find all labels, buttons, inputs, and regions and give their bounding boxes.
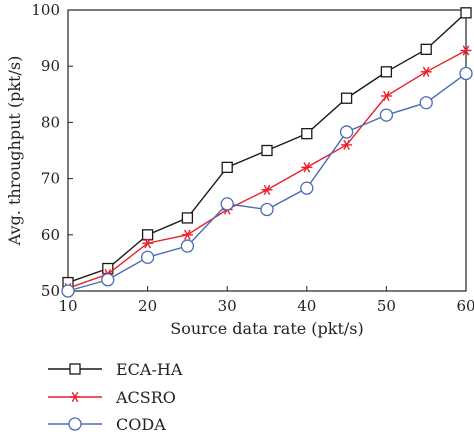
data-point — [260, 202, 274, 217]
data-point — [341, 139, 353, 151]
x-tick-label: 50 — [377, 297, 396, 315]
data-point — [68, 417, 82, 431]
data-point — [380, 90, 392, 102]
legend-item: CODA — [48, 415, 166, 434]
data-point — [339, 125, 354, 139]
data-point — [301, 127, 313, 140]
legend-label: ECA-HA — [116, 360, 183, 379]
legend-label: ACSRO — [115, 388, 176, 407]
data-point — [61, 284, 75, 298]
x-tick-label: 40 — [297, 297, 316, 315]
x-axis: 10 20 30 40 50 60 — [58, 286, 474, 315]
legend-label: CODA — [116, 415, 166, 434]
data-point — [301, 162, 313, 173]
data-point — [460, 7, 472, 19]
x-axis-title: Source data rate (pkt/s) — [170, 319, 364, 338]
y-axis-title: Avg. throughput (pkt/s) — [5, 56, 24, 247]
plot-border — [67, 9, 467, 292]
data-point — [379, 108, 394, 122]
data-point — [142, 238, 154, 249]
data-point — [420, 43, 432, 55]
data-point — [300, 181, 314, 195]
series-acsro — [62, 45, 472, 294]
data-point — [69, 363, 81, 375]
series-layer — [61, 7, 473, 298]
data-point — [140, 250, 155, 264]
y-tick-label: 70 — [41, 170, 60, 188]
data-point — [340, 92, 353, 104]
data-point — [420, 66, 432, 77]
y-tick-label: 50 — [41, 282, 60, 300]
y-tick-label: 60 — [41, 226, 60, 244]
data-point — [181, 212, 194, 224]
data-point — [460, 45, 472, 56]
data-point — [220, 197, 234, 211]
series-eca-ha — [62, 7, 472, 289]
series-coda — [61, 66, 473, 298]
legend-item: ECA-HA — [48, 360, 183, 379]
data-point — [261, 184, 273, 195]
y-axis: 50 60 70 80 90 100 — [31, 1, 73, 300]
x-tick-label: 60 — [456, 297, 474, 315]
data-point — [180, 239, 195, 253]
x-tick-label: 20 — [138, 297, 157, 315]
data-point — [141, 229, 154, 241]
y-tick-label: 90 — [41, 57, 60, 75]
data-point — [459, 66, 473, 81]
data-point — [69, 391, 81, 403]
data-point — [101, 273, 115, 287]
x-tick-label: 10 — [58, 297, 77, 315]
data-point — [261, 144, 273, 157]
data-point — [181, 229, 193, 240]
legend: ECA-HA ACSRO CODA — [48, 360, 183, 434]
y-tick-label: 80 — [41, 113, 60, 131]
x-tick-label: 30 — [218, 297, 237, 315]
y-tick-label: 100 — [31, 1, 60, 19]
legend-item: ACSRO — [48, 388, 176, 407]
plot-area — [67, 9, 467, 292]
data-point — [221, 161, 233, 174]
data-point — [419, 96, 433, 110]
data-point — [380, 66, 393, 78]
